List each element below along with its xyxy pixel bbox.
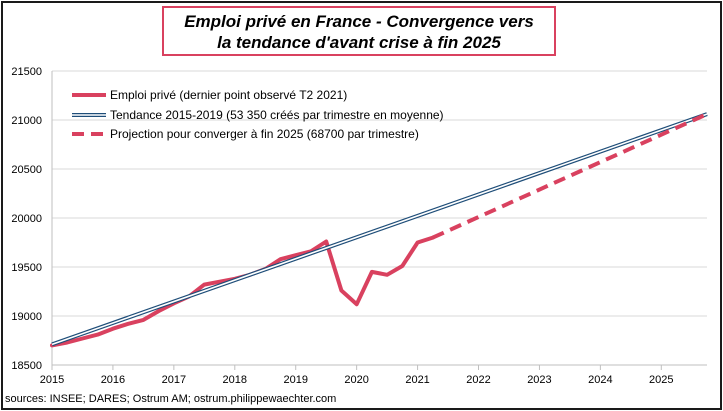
axis-layer: 18500 19000 19500 20000 20500 21000 21500 2015 2… bbox=[11, 66, 707, 386]
y-tick-label: 21000 bbox=[11, 115, 42, 127]
series-layer bbox=[50, 112, 708, 348]
legend-label: Emploi privé (dernier point observé T2 2… bbox=[110, 88, 347, 102]
y-tick-label: 19000 bbox=[11, 311, 42, 323]
x-tick-label: 2018 bbox=[223, 374, 247, 386]
x-tick-label: 2025 bbox=[649, 374, 673, 386]
legend-label: Tendance 2015-2019 (53 350 créés par tri… bbox=[110, 108, 444, 122]
chart-title: Emploi privé en France - Convergence ver… bbox=[162, 6, 556, 56]
y-tick-label: 21500 bbox=[11, 66, 42, 78]
chart-title-line2: la tendance d'avant crise à fin 2025 bbox=[217, 33, 501, 52]
legend: Emploi privé (dernier point observé T2 2… bbox=[72, 88, 444, 141]
source-note: sources: INSEE; DARES; Ostrum AM; ostrum… bbox=[5, 393, 337, 405]
chart-title-line1: Emploi privé en France - Convergence ver… bbox=[184, 12, 534, 31]
x-tick-label: 2020 bbox=[344, 374, 368, 386]
x-tick-label: 2015 bbox=[40, 374, 64, 386]
series-emploi-line bbox=[50, 235, 435, 348]
x-tick-label: 2023 bbox=[527, 374, 551, 386]
series-tendance-inner bbox=[51, 113, 708, 346]
x-tick-label: 2024 bbox=[588, 374, 612, 386]
x-tick-label: 2019 bbox=[283, 374, 307, 386]
series-projection-line bbox=[431, 112, 708, 240]
y-tick-label: 20500 bbox=[11, 164, 42, 176]
y-tick-label: 18500 bbox=[11, 360, 42, 372]
x-tick-label: 2016 bbox=[101, 374, 125, 386]
y-tick-label: 20000 bbox=[11, 213, 42, 225]
legend-label: Projection pour converger à fin 2025 (68… bbox=[110, 127, 419, 141]
x-tick-label: 2022 bbox=[466, 374, 490, 386]
y-tick-label: 19500 bbox=[11, 262, 42, 274]
grid-layer bbox=[52, 70, 707, 317]
x-tick-label: 2021 bbox=[405, 374, 429, 386]
x-tick-label: 2017 bbox=[162, 374, 186, 386]
